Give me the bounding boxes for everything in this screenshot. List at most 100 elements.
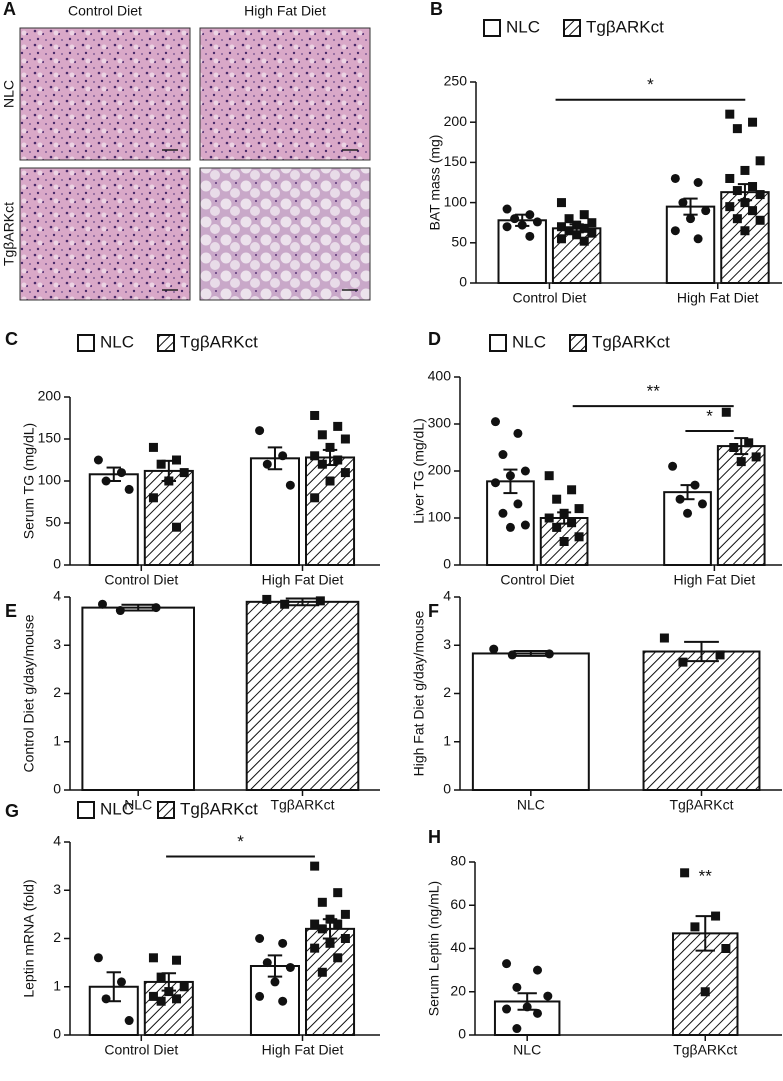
histology-image [19,27,191,161]
y-tick-label: 4 [53,588,61,604]
bar [249,457,300,567]
data-point [270,977,280,987]
data-point [559,537,569,546]
y-tick-label: 100 [38,472,62,488]
data-point [489,644,499,654]
data-point [172,955,182,965]
y-tick-label: 100 [444,193,468,209]
y-tick-label: 80 [450,853,466,869]
y-axis-label: Leptin mRNA (fold) [21,879,37,997]
data-point [690,922,700,932]
data-point [690,480,700,490]
data-point [748,182,758,192]
error-bar [106,971,121,1003]
data-point [172,522,182,532]
data-point [564,226,574,236]
y-tick-label: 200 [428,462,452,478]
data-point [179,982,189,992]
data-point [262,958,272,968]
data-point [552,522,562,532]
data-point [574,532,584,542]
error-bar [322,448,338,467]
y-tick-label: 200 [38,388,62,404]
y-tick-label: 150 [444,153,468,169]
data-point [340,909,350,919]
y-tick-label: 50 [45,514,61,530]
data-point [93,953,103,963]
x-tick-label: NLC [124,797,152,813]
data-point [325,476,335,486]
data-point [333,888,343,898]
data-point [262,459,272,469]
bar [143,469,194,567]
y-tick-label: 200 [444,113,468,129]
data-point [310,493,320,503]
data-point [498,450,508,460]
legend-label: TgβARKct [592,332,670,351]
x-tick-label: Control Diet [500,572,574,588]
error-bar [285,597,320,607]
y-axis-label: BAT mass (mg) [427,135,443,231]
data-point [744,438,754,448]
legend-swatch [157,801,175,819]
data-point [755,190,765,200]
data-point [116,468,126,478]
error-bar [684,640,719,663]
data-point [179,468,189,478]
data-point [721,944,731,953]
data-point [755,156,765,166]
data-point [532,217,542,227]
data-point [525,231,535,241]
y-tick-label: 0 [53,556,61,572]
row-label: NLC [1,80,17,108]
data-point [715,650,725,660]
legend-label: TgβARKct [180,332,258,351]
data-point [572,230,582,240]
data-point [725,109,735,119]
data-point [502,959,512,969]
data-point [579,223,589,233]
legend-swatch [77,801,95,819]
data-point [510,214,520,224]
data-point [97,599,107,609]
data-point [315,596,325,606]
data-point [683,508,693,518]
data-point [502,222,512,232]
data-point [498,508,508,518]
x-tick-label: Control Diet [104,572,178,588]
y-tick-label: 3 [53,881,61,897]
error-bar [695,915,715,952]
data-point [513,499,523,509]
data-point [156,996,166,1006]
data-point [490,417,500,427]
x-tick-label: Control Diet [512,290,586,306]
data-point [732,214,742,224]
data-point [711,911,721,921]
data-point [567,518,577,528]
data-point [310,861,320,871]
data-point [729,443,739,452]
data-point [587,218,597,228]
data-point [587,228,597,238]
legend-swatch [77,334,95,352]
bar [81,606,195,791]
y-tick-label: 0 [53,781,61,797]
legend-swatch [563,19,581,37]
data-point [148,442,158,452]
data-point [552,494,562,504]
data-point [333,953,343,963]
y-tick-label: 2 [443,684,451,700]
error-bar [267,446,283,471]
bar [245,600,360,792]
data-point [285,480,295,490]
error-bar [322,918,338,940]
x-tick-label: High Fat Diet [262,1042,344,1058]
error-bar [161,459,177,482]
data-point [317,967,327,977]
y-tick-label: 2 [53,684,61,700]
data-point [278,451,288,461]
data-point [697,499,707,509]
data-point [533,1008,543,1018]
data-point [678,198,688,208]
data-point [124,1016,134,1026]
